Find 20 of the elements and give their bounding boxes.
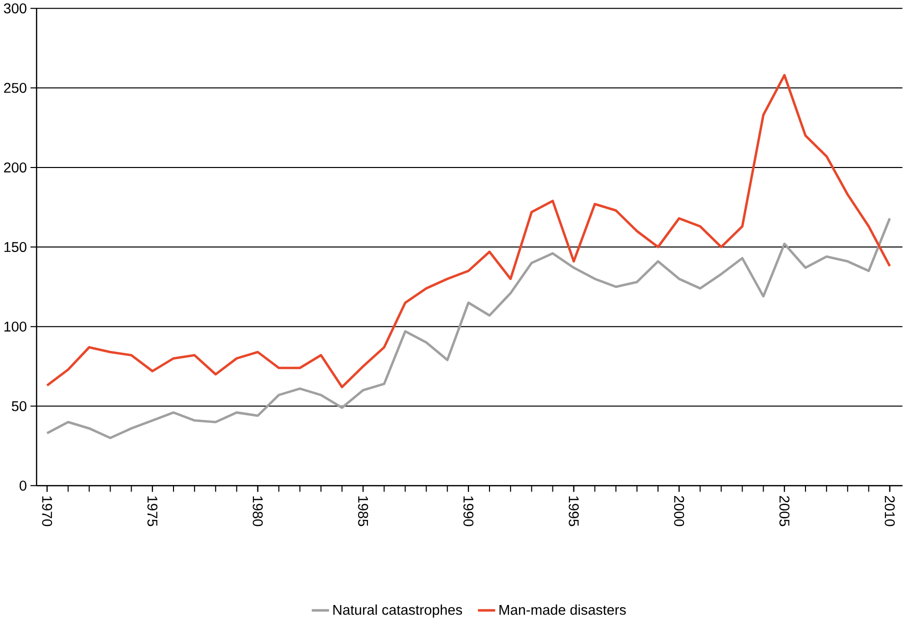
y-tick-label: 150 bbox=[4, 242, 26, 252]
x-tick-label: 1995 bbox=[568, 496, 579, 526]
legend-label: Natural catastrophes bbox=[333, 604, 462, 618]
legend-label: Man-made disasters bbox=[500, 604, 626, 615]
x-tick-label: 1980 bbox=[252, 496, 263, 526]
x-tick-label: 2005 bbox=[779, 496, 790, 526]
line-series bbox=[46, 74, 891, 388]
x-tick-label: 1975 bbox=[147, 496, 158, 526]
x-tick-label: 1990 bbox=[463, 496, 474, 526]
y-tick-label: 50 bbox=[12, 400, 26, 412]
x-tick-label: 2000 bbox=[674, 496, 684, 526]
y-tick-label: 300 bbox=[4, 3, 26, 14]
y-tick-label: 0 bbox=[20, 480, 26, 491]
y-tick-label: 100 bbox=[4, 321, 26, 332]
y-tick-label: 200 bbox=[4, 162, 26, 172]
y-tick-label: 250 bbox=[4, 82, 26, 93]
line-series bbox=[46, 217, 891, 440]
x-tick-label: 1985 bbox=[358, 496, 368, 526]
x-tick-label: 2010 bbox=[884, 496, 895, 526]
x-tick-label: 1970 bbox=[42, 496, 52, 526]
